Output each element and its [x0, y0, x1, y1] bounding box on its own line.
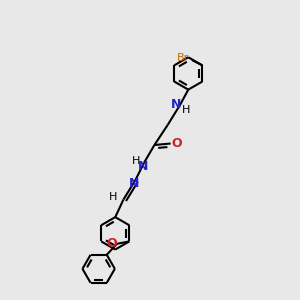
Text: O: O — [106, 237, 117, 250]
Text: H: H — [109, 192, 117, 202]
Text: N: N — [129, 177, 139, 190]
Text: Br: Br — [176, 53, 189, 63]
Text: N: N — [171, 98, 182, 111]
Text: H: H — [182, 105, 191, 115]
Text: H: H — [132, 156, 140, 166]
Text: O: O — [172, 137, 182, 150]
Text: N: N — [137, 160, 148, 173]
